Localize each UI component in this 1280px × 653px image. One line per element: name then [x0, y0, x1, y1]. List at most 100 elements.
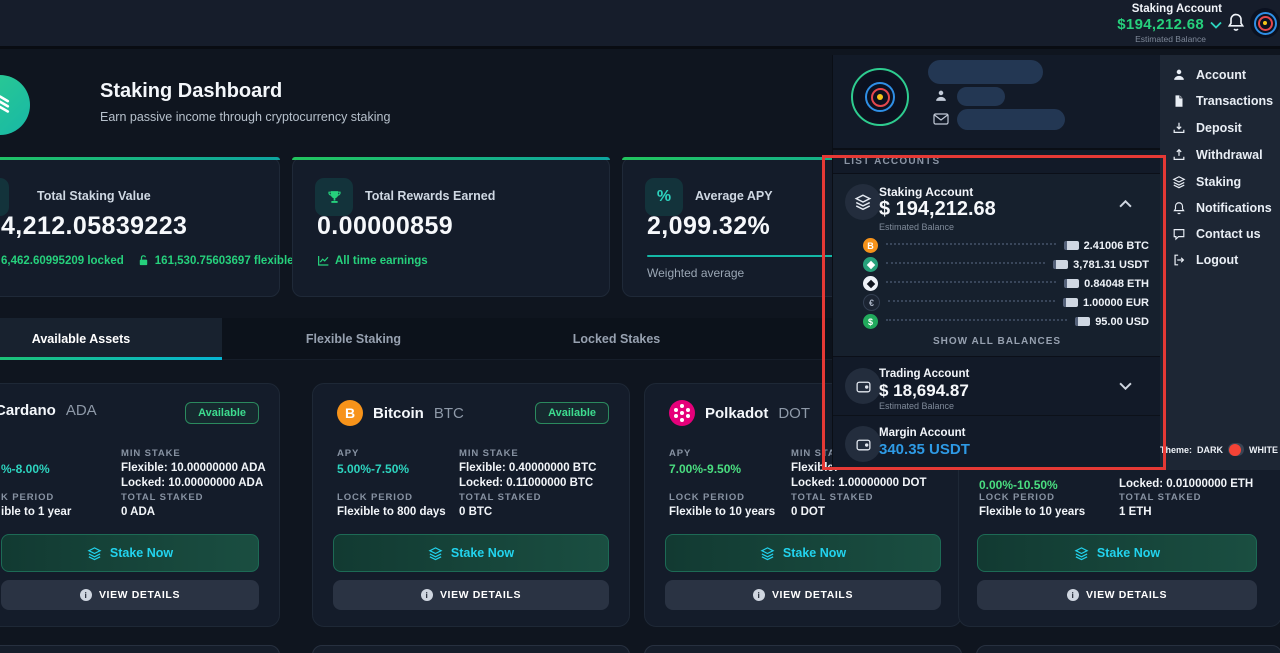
stat-sub: All time earnings — [317, 254, 428, 267]
margin-account-row[interactable]: Margin Account 340.35 USDT — [833, 418, 1161, 470]
trading-account-row[interactable]: Trading Account $ 18,694.87 Estimated Ba… — [833, 360, 1161, 416]
redacted-name — [957, 87, 1005, 106]
info-icon: i — [79, 589, 92, 601]
tab-flexible-staking[interactable]: Flexible Staking — [305, 331, 402, 346]
theme-toggle[interactable] — [1228, 443, 1244, 456]
balance-dropdown[interactable]: $194,212.68 — [1117, 16, 1222, 33]
wallet-icon — [845, 426, 881, 462]
locked-amount: 6,462.60995209 locked — [1, 254, 124, 267]
lock-period-label: LOCK PERIOD — [979, 492, 1055, 503]
stat-value: 2,099.32% — [647, 212, 771, 240]
sidebar-item-notifications[interactable]: Notifications — [1172, 198, 1272, 218]
redacted-email — [957, 109, 1065, 130]
chevron-up-icon[interactable] — [1119, 200, 1132, 208]
view-details-button[interactable]: i VIEW DETAILS — [977, 580, 1257, 610]
sidebar-item-transactions[interactable]: Transactions — [1172, 91, 1273, 111]
app-logo — [0, 75, 30, 135]
chat-icon — [1173, 229, 1185, 241]
dotted-leader — [888, 299, 1055, 302]
avatar — [851, 68, 909, 126]
balance-amount: 0.84048 ETH — [1084, 277, 1149, 290]
stake-now-button[interactable]: Stake Now — [665, 534, 941, 572]
sidebar-item-withdrawal[interactable]: Withdrawal — [1172, 145, 1263, 165]
account-value: $ 194,212.68 — [879, 198, 996, 220]
stake-now-button[interactable]: Stake Now — [977, 534, 1257, 572]
bell-icon[interactable] — [1226, 12, 1246, 32]
sidebar-item-contact-us[interactable]: Contact us — [1172, 224, 1261, 244]
apy-value: 5.00%-7.50% — [337, 462, 410, 476]
asset-card-polkadot: Polkadot DOT APY 7.00%-9.50% LOCK PERIOD… — [644, 383, 962, 627]
lock-period-value: Flexible to 800 days — [337, 506, 446, 518]
lock-period-value: Flexible to 10 years — [979, 506, 1086, 518]
min-stake-locked: Locked: 1.00000000 DOT — [791, 477, 927, 489]
view-details-button[interactable]: i VIEW DETAILS — [1, 580, 259, 610]
sidebar-item-deposit[interactable]: Deposit — [1172, 118, 1242, 138]
total-staked-value: 0 DOT — [791, 506, 825, 518]
apy-label: APY — [669, 448, 692, 459]
lock-period-label: K PERIOD — [1, 492, 55, 503]
sidebar-item-staking[interactable]: Staking — [1172, 172, 1241, 192]
stat-value: 4,212.05839223 — [1, 212, 188, 240]
tab-available-assets[interactable]: Available Assets — [0, 318, 222, 360]
balance-amount: 3,781.31 USDT — [1073, 258, 1149, 271]
deposit-icon — [1173, 122, 1185, 133]
stat-card-total-staking: Total Staking Value 4,212.05839223 6,462… — [0, 157, 294, 297]
theme-label: Theme: — [1160, 444, 1193, 455]
view-details-label: VIEW DETAILS — [771, 589, 854, 601]
all-time-earnings-label: All time earnings — [335, 254, 428, 267]
toggle-knob — [1229, 443, 1242, 456]
tab-locked-stakes[interactable]: Locked Stakes — [572, 331, 661, 346]
chevron-down-icon[interactable] — [1119, 382, 1132, 390]
usdt-icon — [863, 257, 878, 272]
accounts-dropdown-panel: LIST ACCOUNTS Staking Account $ 194,212.… — [832, 55, 1161, 470]
show-all-balances-button[interactable]: SHOW ALL BALANCES — [932, 336, 1062, 347]
total-staked-label: TOTAL STAKED — [121, 492, 204, 503]
asset-symbol: BTC — [433, 404, 464, 422]
stake-now-label: Stake Now — [109, 546, 174, 560]
stat-card-rewards: Total Rewards Earned 0.00000859 All time… — [292, 157, 610, 297]
staking-value-icon — [0, 178, 9, 216]
lock-period-label: LOCK PERIOD — [669, 492, 745, 503]
apy-value: %-8.00% — [1, 462, 50, 476]
min-stake-label: MIN STAKE — [459, 448, 519, 459]
next-row-card-stub — [0, 645, 280, 653]
balance-amount: 2.41006 BTC — [1083, 239, 1149, 252]
sidebar-item-label: Withdrawal — [1196, 148, 1263, 162]
balance-row: $ 95.00 USD — [863, 313, 1149, 330]
staking-account-block[interactable]: Staking Account $ 194,212.68 Estimated B… — [833, 173, 1161, 357]
theme-switcher: Theme: DARK WHITE — [1160, 443, 1278, 456]
view-details-button[interactable]: i VIEW DETAILS — [333, 580, 609, 610]
min-stake-locked: Locked: 0.11000000 BTC — [459, 477, 594, 489]
min-stake-label: MIN STAKE — [121, 448, 181, 459]
top-bar: Staking Account $194,212.68 Estimated Ba… — [0, 0, 1280, 49]
stake-now-button[interactable]: Stake Now — [333, 534, 609, 572]
stake-now-label: Stake Now — [1096, 546, 1161, 560]
sidebar-item-account[interactable]: Account — [1172, 65, 1246, 85]
account-sub: Estimated Balance — [879, 222, 955, 232]
lock-period-value: Flexible to 10 years — [669, 506, 776, 518]
apy-value: 7.00%-9.50% — [669, 462, 742, 476]
layers-icon — [87, 546, 102, 560]
stake-now-button[interactable]: Stake Now — [1, 534, 259, 572]
account-value: 340.35 USDT — [879, 441, 970, 458]
view-details-label: VIEW DETAILS — [439, 589, 522, 601]
view-details-label: VIEW DETAILS — [1085, 589, 1168, 601]
flexible-amount: 161,530.75603697 flexible — [154, 254, 294, 267]
total-staked-value: 0 ADA — [121, 506, 156, 518]
total-staked-value: 0 BTC — [459, 506, 493, 518]
info-icon: i — [1066, 589, 1079, 601]
min-stake-locked: Locked: 10.00000000 ADA — [121, 477, 264, 489]
total-staked-value: 1 ETH — [1119, 506, 1152, 518]
dotted-leader — [886, 242, 1056, 245]
theme-dark-label: DARK — [1197, 444, 1224, 455]
account-name: Margin Account — [879, 427, 966, 439]
total-staked-label: TOTAL STAKED — [1119, 492, 1202, 503]
sidebar-item-logout[interactable]: Logout — [1172, 250, 1238, 270]
asset-card-bitcoin: B Bitcoin BTC Available APY 5.00%-7.50% … — [312, 383, 630, 627]
view-details-button[interactable]: i VIEW DETAILS — [665, 580, 941, 610]
asset-name: Bitcoin — [373, 404, 424, 422]
balance-row: € 1.00000 EUR — [863, 294, 1149, 311]
wallet-chip-icon — [1062, 298, 1078, 307]
asset-name: Cardano — [0, 402, 56, 419]
view-details-label: VIEW DETAILS — [98, 589, 181, 601]
